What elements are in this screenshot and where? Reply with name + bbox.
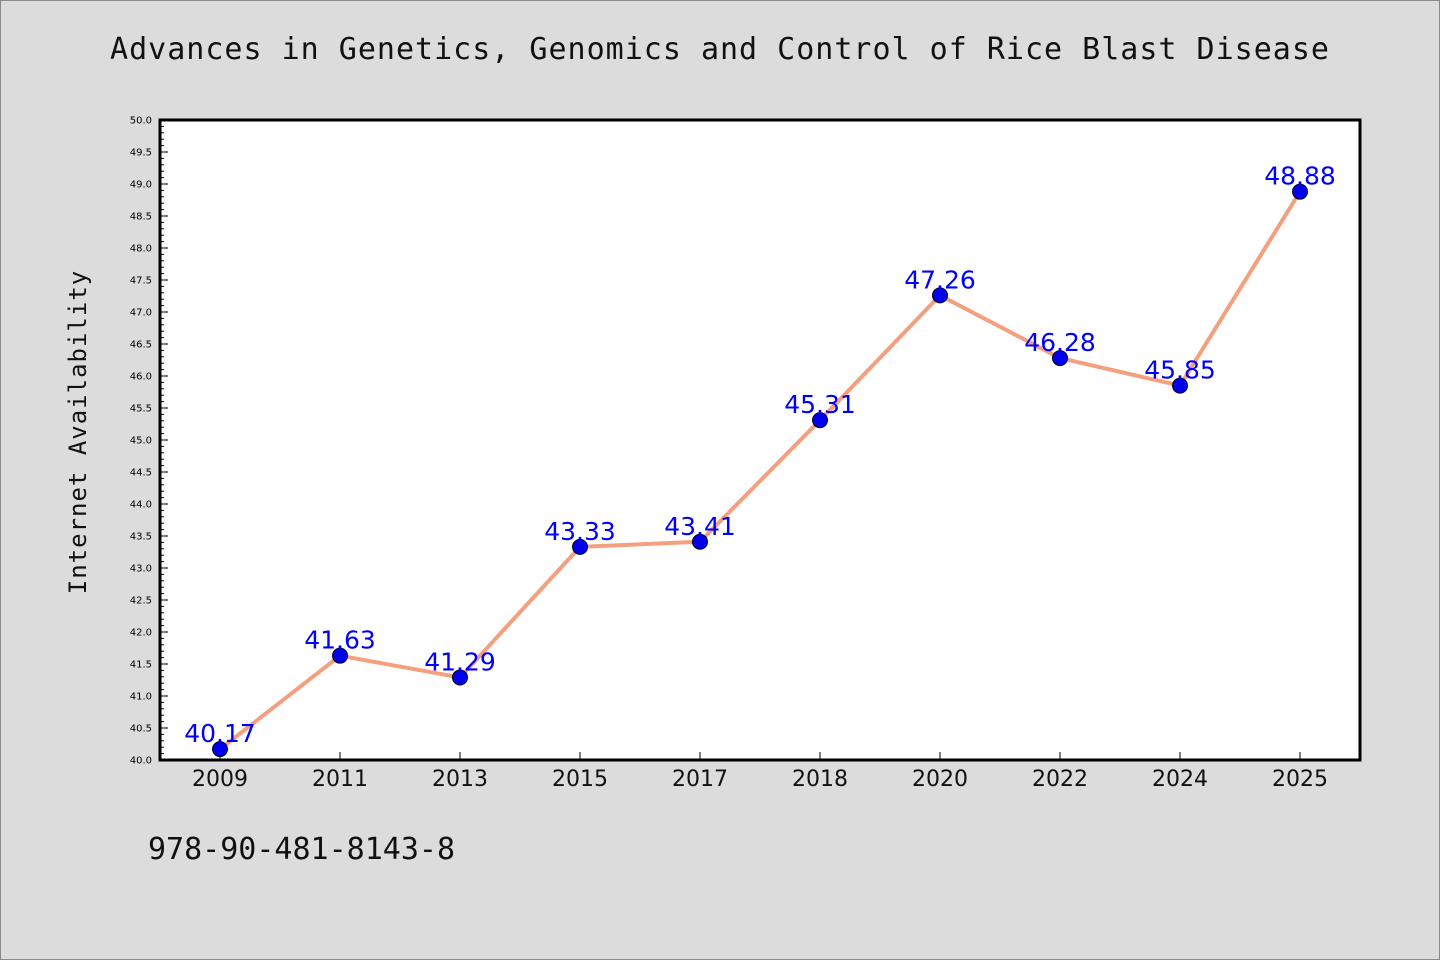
y-tick-label: 48.0 bbox=[130, 244, 152, 255]
data-point bbox=[812, 412, 828, 429]
data-point bbox=[572, 538, 588, 555]
plot-border bbox=[158, 118, 1362, 762]
chart-title: Advances in Genetics, Genomics and Contr… bbox=[110, 32, 1330, 67]
data-point bbox=[1172, 377, 1188, 394]
x-tick-label: 2017 bbox=[672, 767, 728, 792]
y-tick-label: 42.5 bbox=[130, 596, 152, 607]
x-tick-label: 2024 bbox=[1152, 767, 1208, 792]
data-label: 41.29 bbox=[424, 647, 496, 676]
data-point bbox=[452, 669, 468, 686]
y-tick-label: 48.5 bbox=[130, 212, 152, 223]
data-label: 45.85 bbox=[1144, 356, 1216, 385]
y-tick-label: 44.0 bbox=[130, 500, 152, 511]
x-tick-label: 2009 bbox=[192, 767, 248, 792]
data-point bbox=[1052, 350, 1068, 367]
y-tick-label: 46.5 bbox=[130, 340, 152, 351]
y-tick-label: 41.5 bbox=[130, 660, 152, 671]
y-tick-label: 47.5 bbox=[130, 276, 152, 287]
y-tick-label: 47.0 bbox=[130, 308, 152, 319]
isbn-text: 978-90-481-8143-8 bbox=[148, 832, 456, 867]
y-tick-label: 41.0 bbox=[130, 692, 152, 703]
data-point bbox=[332, 647, 348, 664]
y-tick-label: 42.0 bbox=[130, 628, 152, 639]
y-tick-label: 43.0 bbox=[130, 564, 152, 575]
data-label: 48.88 bbox=[1264, 162, 1336, 191]
x-tick-label: 2025 bbox=[1272, 767, 1328, 792]
y-tick-label: 45.0 bbox=[130, 436, 152, 447]
x-tick-label: 2011 bbox=[312, 767, 368, 792]
y-tick-label: 44.5 bbox=[130, 468, 152, 479]
y-tick-label: 49.0 bbox=[130, 180, 152, 191]
data-label: 46.28 bbox=[1024, 328, 1096, 357]
x-tick-label: 2020 bbox=[912, 767, 968, 792]
data-point bbox=[1292, 183, 1308, 200]
y-tick-label: 40.0 bbox=[130, 756, 152, 767]
x-tick-label: 2022 bbox=[1032, 767, 1088, 792]
data-point bbox=[212, 741, 228, 758]
data-label: 45.31 bbox=[784, 390, 856, 419]
data-label: 43.41 bbox=[664, 512, 736, 541]
data-point bbox=[932, 287, 948, 304]
y-axis-label: Internet Availability bbox=[64, 270, 92, 594]
y-tick-label: 46.0 bbox=[130, 372, 152, 383]
series-line bbox=[218, 189, 1302, 752]
data-label: 47.26 bbox=[904, 265, 976, 294]
y-tick-label: 49.5 bbox=[130, 148, 152, 159]
y-tick-label: 45.5 bbox=[130, 404, 152, 415]
y-tick-label: 50.0 bbox=[130, 116, 152, 127]
data-label: 43.33 bbox=[544, 517, 616, 546]
data-label: 40.17 bbox=[184, 719, 256, 748]
x-tick-label: 2015 bbox=[552, 767, 608, 792]
y-tick-label: 43.5 bbox=[130, 532, 152, 543]
plot-area bbox=[160, 120, 1360, 760]
x-tick-label: 2013 bbox=[432, 767, 488, 792]
data-point bbox=[692, 533, 708, 550]
data-label: 41.63 bbox=[304, 626, 376, 655]
x-tick-label: 2018 bbox=[792, 767, 848, 792]
y-tick-label: 40.5 bbox=[130, 724, 152, 735]
